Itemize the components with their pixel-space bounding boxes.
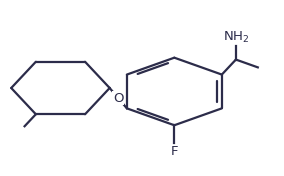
Text: NH$_2$: NH$_2$ <box>223 30 249 45</box>
Text: O: O <box>113 92 124 105</box>
Text: F: F <box>171 145 178 158</box>
